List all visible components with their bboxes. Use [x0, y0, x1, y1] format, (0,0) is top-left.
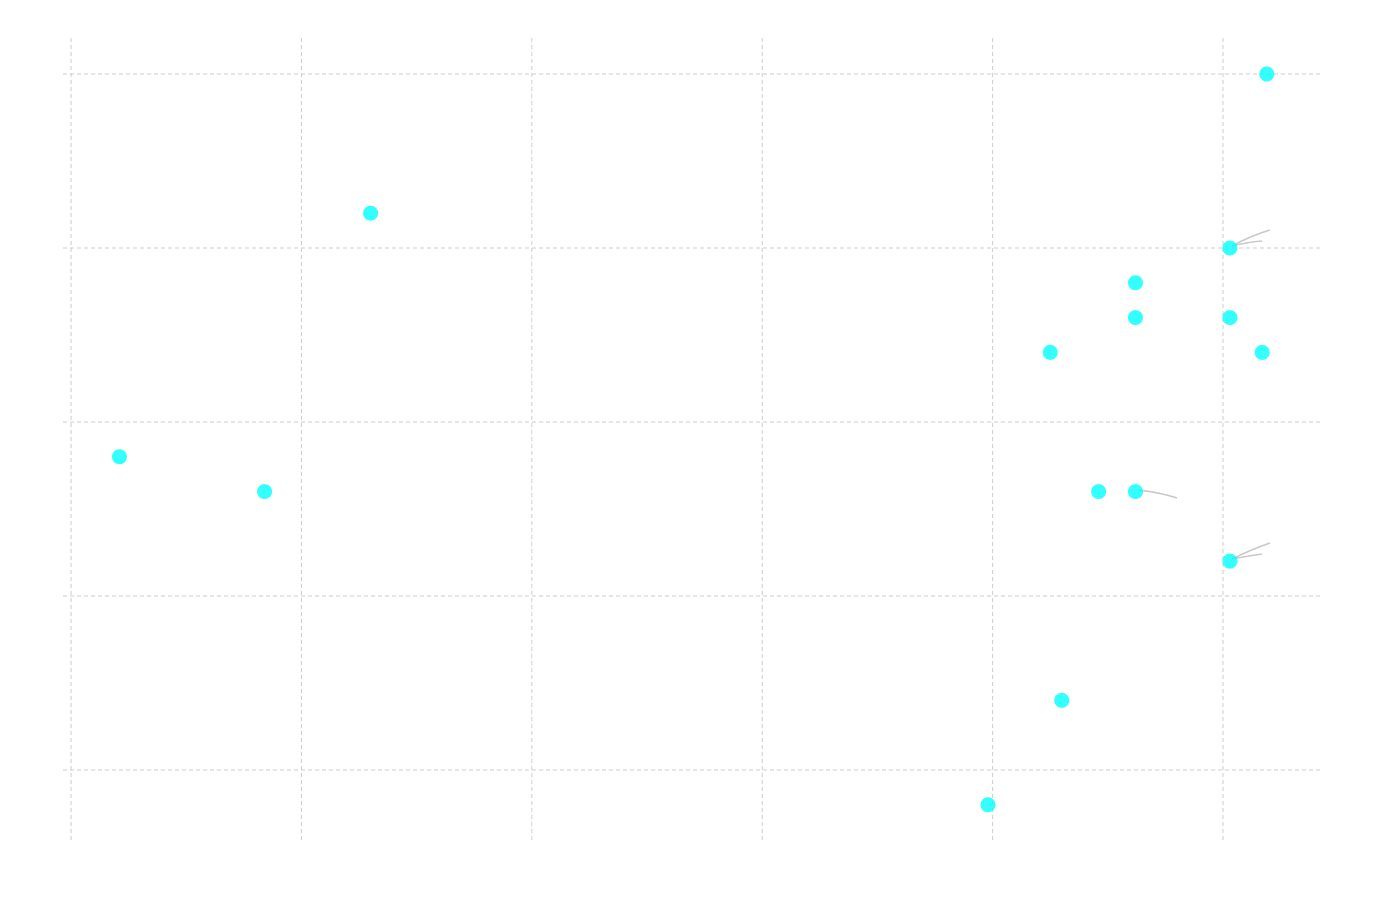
point	[980, 797, 996, 813]
point	[257, 484, 273, 500]
point	[1127, 275, 1143, 291]
leader-line	[1137, 489, 1178, 499]
point	[1127, 484, 1143, 500]
leader-line	[1231, 229, 1271, 247]
leader-line	[1231, 542, 1271, 560]
point	[1222, 310, 1238, 326]
point	[1127, 310, 1143, 326]
point	[1091, 484, 1107, 500]
point	[363, 205, 379, 221]
point	[1254, 344, 1270, 360]
point	[1042, 344, 1058, 360]
point	[1259, 66, 1275, 82]
point	[1054, 692, 1070, 708]
point	[1222, 240, 1238, 256]
points	[111, 66, 1275, 813]
point	[111, 449, 127, 465]
annotation-leaders	[1137, 229, 1271, 560]
point	[1222, 553, 1238, 569]
grid	[63, 38, 1323, 842]
